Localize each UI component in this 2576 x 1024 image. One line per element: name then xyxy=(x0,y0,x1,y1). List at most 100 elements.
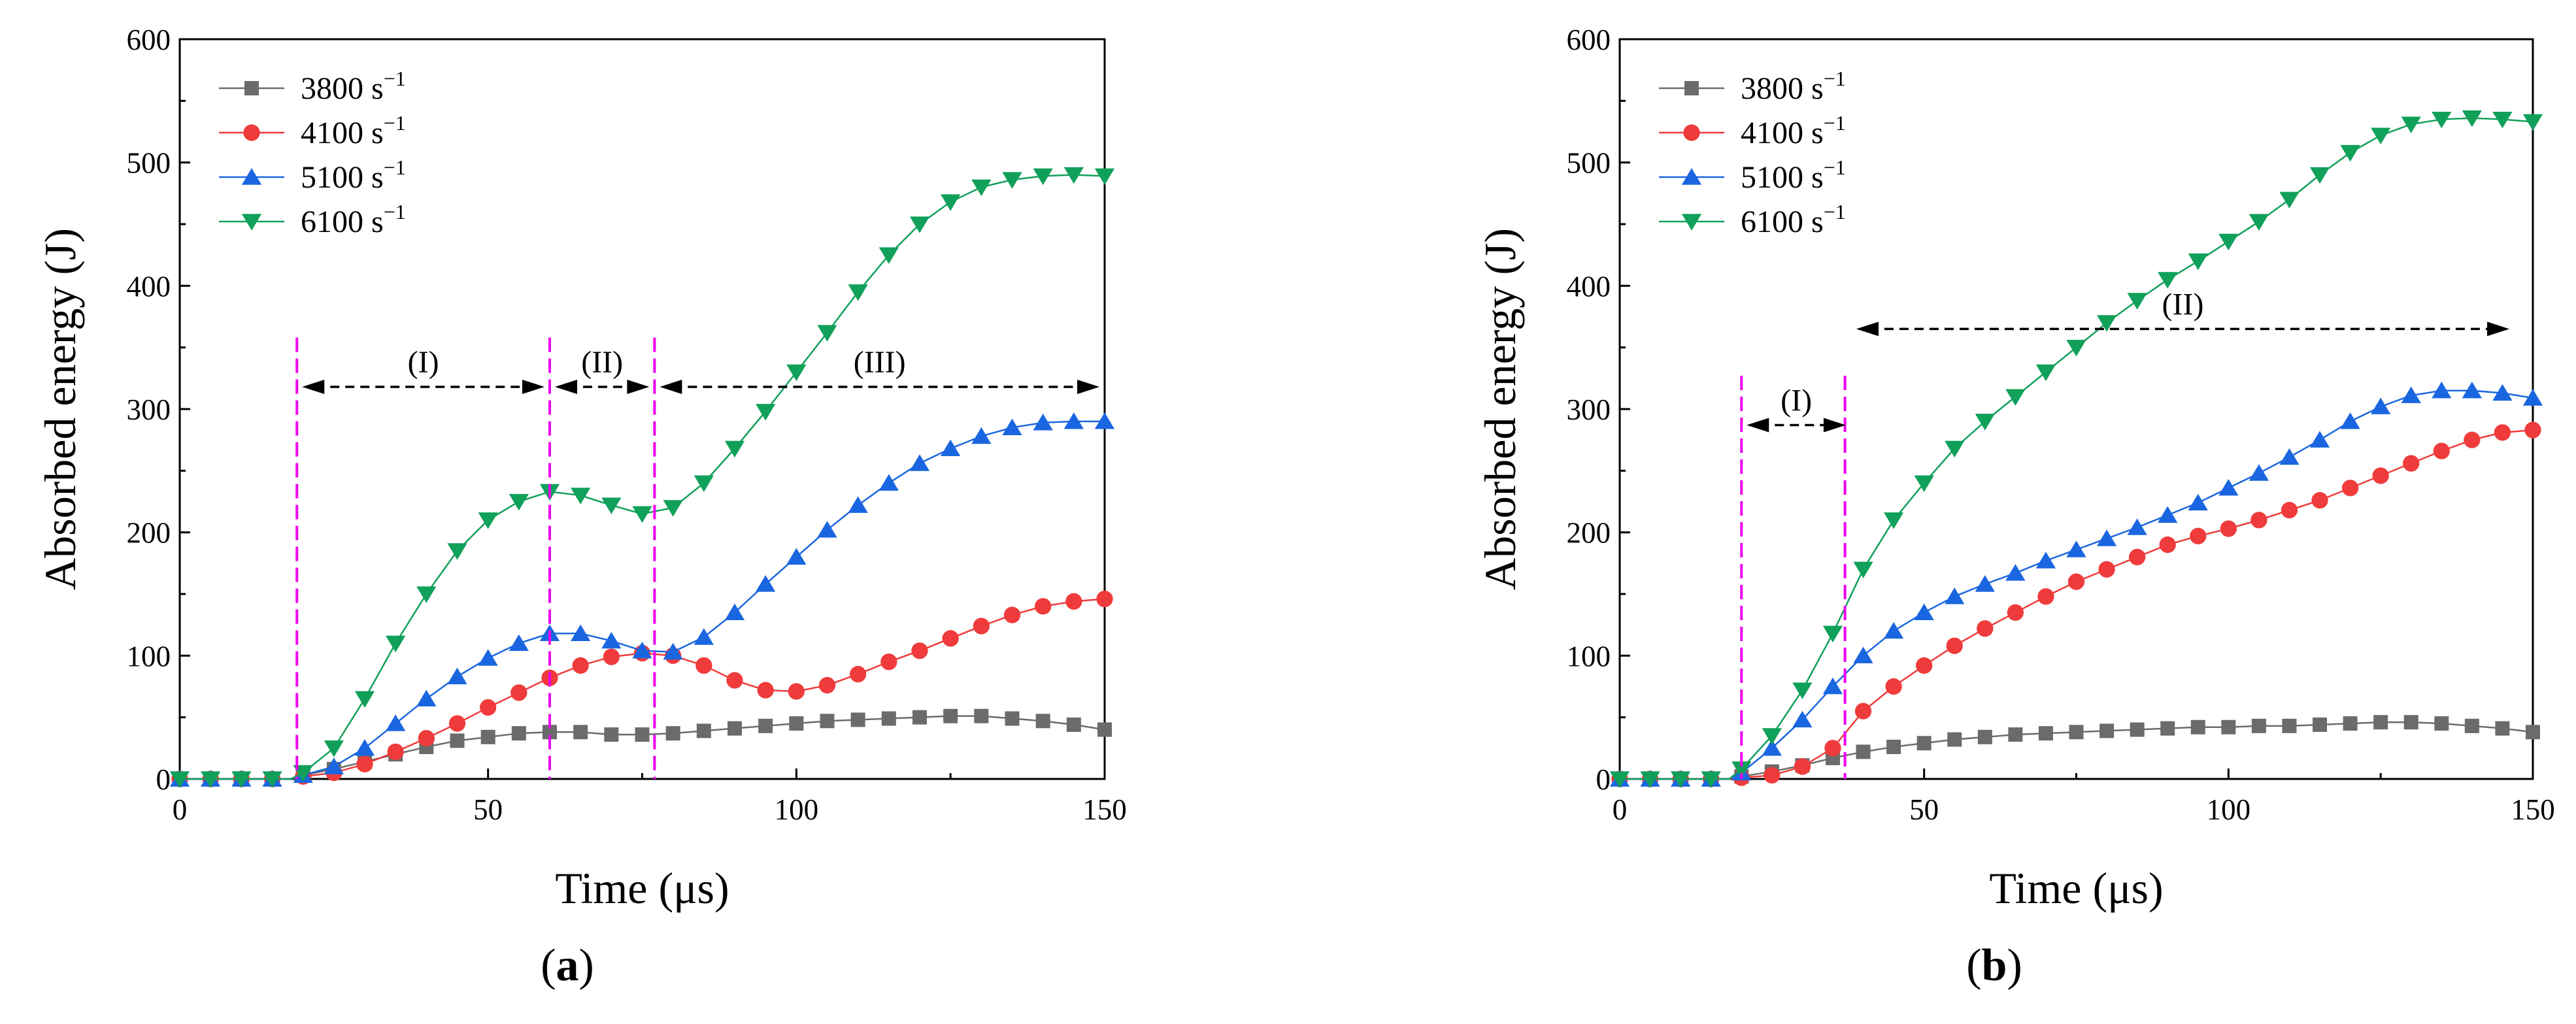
chart-a-data-point xyxy=(543,725,557,740)
chart-b-x-axis-title: Time (μs) xyxy=(1989,863,2163,913)
chart-b-data-point xyxy=(2127,518,2147,535)
chart-b-data-point xyxy=(2096,529,2117,546)
chart-a-data-point xyxy=(571,487,591,504)
chart-a-data-point xyxy=(974,708,989,723)
chart-b-data-point xyxy=(1701,771,1721,788)
chart-b-data-point xyxy=(2492,111,2513,129)
chart-a-data-point xyxy=(262,771,282,788)
chart-a-legend-label: 5100 s−1 xyxy=(301,156,406,195)
chart-b-data-point xyxy=(2251,718,2266,733)
chart-b-data-point xyxy=(2432,381,2452,399)
chart-a-data-point xyxy=(231,771,252,788)
chart-a-data-point xyxy=(387,743,404,761)
chart-a-data-point xyxy=(169,771,190,788)
chart-a-legend-marker xyxy=(243,124,260,141)
chart-a-data-point xyxy=(881,711,896,726)
chart-a-x-tick-label: 50 xyxy=(473,793,503,826)
chart-a-data-point xyxy=(942,630,959,647)
chart-b-y-tick-label: 300 xyxy=(1567,393,1611,426)
chart-a-data-point xyxy=(912,710,927,725)
chart-b-data-point xyxy=(2188,253,2208,271)
chart-b-data-point xyxy=(2160,721,2175,736)
chart-b-data-point xyxy=(2038,726,2053,741)
chart-b-data-point xyxy=(2313,717,2328,732)
chart-a-data-point xyxy=(386,635,406,653)
chart-a-data-point xyxy=(1094,412,1115,429)
chart-b-data-point xyxy=(2343,716,2358,731)
chart-b-data-point xyxy=(2218,233,2239,251)
chart-b-data-point xyxy=(2309,431,2330,448)
chart-b-data-point xyxy=(2035,364,2056,382)
chart-a-data-point xyxy=(971,427,992,444)
chart-a-data-point xyxy=(663,500,683,517)
chart-b-data-point xyxy=(2524,421,2541,438)
chart-a-data-point xyxy=(324,757,344,774)
chart-a-arrowhead xyxy=(660,380,682,395)
chart-a-data-point xyxy=(724,603,745,620)
chart-a-data-point xyxy=(416,586,437,603)
panel-b: 0 50 100 150 0 100 200 300 400 500 600 Time (μs) Abs… xyxy=(1475,24,2555,913)
chart-a-data-point xyxy=(788,683,805,700)
chart-a-y-tick-label: 400 xyxy=(127,270,171,303)
chart-b-stage-label: (II) xyxy=(2162,287,2204,322)
chart-b-data-point xyxy=(1822,677,1843,695)
chart-b-data-point xyxy=(2371,127,2391,144)
chart-b-legend-label: 4100 s−1 xyxy=(1741,111,1846,150)
chart-a-data-point xyxy=(478,512,498,529)
chart-a-data-point xyxy=(758,718,773,733)
chart-b-arrowhead xyxy=(2487,322,2510,337)
chart-b-legend-label: 5100 s−1 xyxy=(1741,156,1846,195)
chart-a-legend-label: 3800 s−1 xyxy=(301,67,406,106)
chart-b-data-point xyxy=(2495,721,2510,736)
chart-a-y-tick-label: 0 xyxy=(156,763,171,796)
chart-a-data-point xyxy=(911,642,928,659)
chart-b-data-point xyxy=(2281,502,2298,519)
chart-a-x-tick-label: 150 xyxy=(1082,793,1127,826)
chart-a-legend-label: 4100 s−1 xyxy=(301,111,406,150)
chart-b-data-point xyxy=(2158,506,2178,523)
chart-a-series-line xyxy=(180,715,1105,780)
chart-b-x-tick-label: 100 xyxy=(2207,793,2251,826)
chart-b-data-point xyxy=(2309,167,2330,184)
chart-a-data-point xyxy=(1002,418,1022,435)
chart-a-data-point xyxy=(757,682,774,699)
chart-a-data-point xyxy=(416,689,437,707)
chart-a-data-point xyxy=(728,721,742,736)
chart-a-data-point xyxy=(603,648,620,665)
chart-b-data-point xyxy=(1794,758,1811,775)
chart-b-y-tick-label: 400 xyxy=(1567,270,1611,303)
chart-a-data-point xyxy=(604,727,619,742)
chart-a-data-point xyxy=(1063,412,1084,429)
chart-a-data-point xyxy=(511,726,526,741)
chart-b-data-point xyxy=(2127,293,2147,310)
chart-a-y-tick-label: 100 xyxy=(127,640,171,672)
chart-b-data-point xyxy=(2037,588,2054,605)
chart-b-data-point xyxy=(1792,710,1813,728)
chart-b-data-point xyxy=(1792,682,1813,699)
chart-b-data-point xyxy=(1824,740,1841,757)
chart-b-data-point xyxy=(2340,412,2360,429)
chart-b-data-point xyxy=(2221,719,2236,735)
chart-b-data-point xyxy=(2005,389,2026,406)
chart-b-y-tick-label: 0 xyxy=(1596,763,1611,796)
chart-b-data-point xyxy=(1853,561,1873,579)
chart-b-data-point xyxy=(2130,722,2145,737)
chart-b-data-point xyxy=(2311,491,2328,509)
chart-b-y-tick-label: 600 xyxy=(1567,24,1611,56)
chart-a-series-line xyxy=(180,174,1105,780)
chart-a-data-point xyxy=(601,497,622,514)
chart-b-data-point xyxy=(1762,728,1782,745)
chart-b-data-point xyxy=(2128,548,2146,566)
chart-a-data-point xyxy=(1033,168,1053,186)
chart-a-data-point xyxy=(880,653,897,670)
chart-b-data-point xyxy=(1883,621,1904,639)
chart-b-data-point xyxy=(2035,552,2056,569)
chart-a-y-tick-label: 300 xyxy=(127,393,171,426)
chart-a-data-point xyxy=(201,771,221,788)
chart-a-data-point xyxy=(694,475,714,492)
chart-a-data-point xyxy=(632,642,652,659)
chart-b-data-point xyxy=(2218,478,2239,496)
chart-a-data-point xyxy=(724,440,745,458)
chart-b-data-point xyxy=(1671,771,1691,788)
